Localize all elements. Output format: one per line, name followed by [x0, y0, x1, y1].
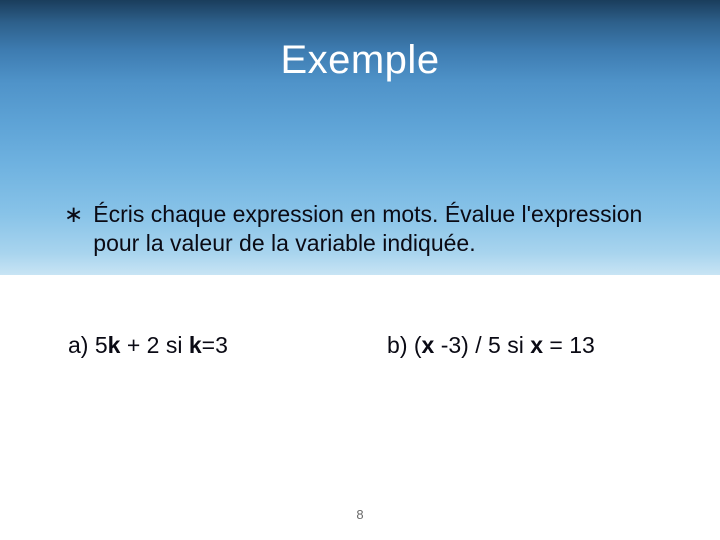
- item-a-mid: + 2 si: [120, 332, 188, 358]
- slide-title: Exemple: [0, 38, 720, 83]
- exercise-item-b: b) (x -3) / 5 si x = 13: [387, 332, 670, 359]
- item-a-var2: k: [189, 332, 202, 358]
- item-a-prefix: a) 5: [68, 332, 108, 358]
- instruction-bullet: ∗ Écris chaque expression en mots. Évalu…: [64, 200, 675, 258]
- item-b-var2: x: [530, 332, 543, 358]
- item-a-suffix: =3: [202, 332, 228, 358]
- item-b-mid1: -3) / 5 si: [434, 332, 530, 358]
- exercise-item-a: a) 5k + 2 si k=3: [68, 332, 387, 359]
- item-a-var1: k: [108, 332, 121, 358]
- exercise-items: a) 5k + 2 si k=3 b) (x -3) / 5 si x = 13: [68, 332, 670, 359]
- item-b-suffix: = 13: [543, 332, 595, 358]
- item-b-var1: x: [422, 332, 435, 358]
- item-b-prefix: b) (: [387, 332, 422, 358]
- instruction-text: Écris chaque expression en mots. Évalue …: [93, 200, 675, 258]
- page-number: 8: [0, 507, 720, 522]
- bullet-marker: ∗: [64, 200, 83, 229]
- slide: Exemple ∗ Écris chaque expression en mot…: [0, 0, 720, 540]
